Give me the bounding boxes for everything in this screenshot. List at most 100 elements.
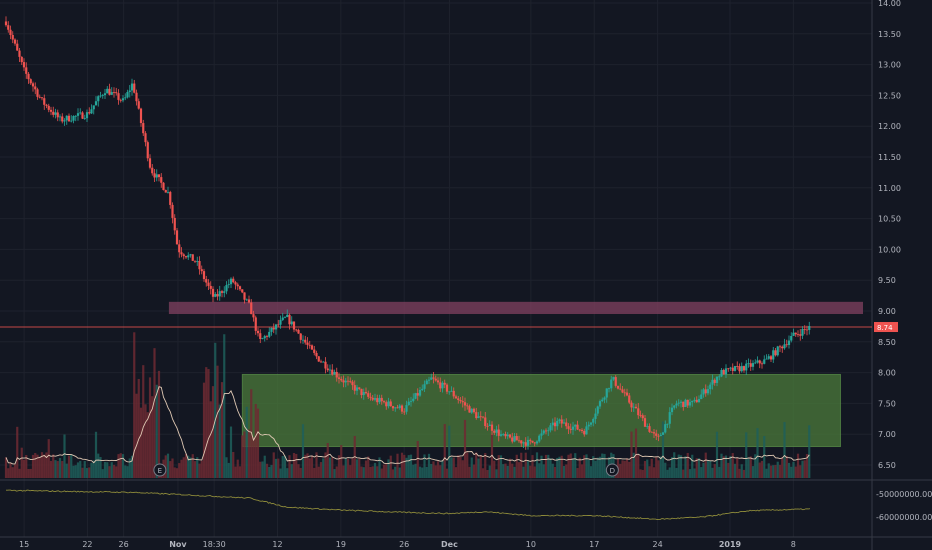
volume-bar (715, 431, 719, 478)
volume-bar (385, 464, 388, 478)
volume-bar (11, 467, 14, 478)
candle-body (418, 389, 422, 396)
candle-body (252, 314, 255, 318)
candle-body (315, 352, 318, 357)
volume-bar (326, 443, 329, 478)
candle-body (580, 429, 584, 431)
candle-body (180, 252, 183, 255)
volume-bar (585, 454, 588, 478)
volume-bar (382, 464, 386, 478)
volume-bar (364, 460, 368, 478)
candle-body (171, 204, 174, 218)
volume-bar (580, 464, 584, 478)
candle-body (265, 336, 269, 337)
volume-bar (513, 466, 516, 478)
volume-bar (416, 441, 419, 478)
candle-body (189, 254, 192, 256)
candle-body (526, 439, 530, 446)
candle-body (20, 56, 23, 63)
volume-bar (29, 468, 32, 478)
candle-body (508, 434, 512, 438)
candle-body (445, 384, 449, 392)
candle-body (360, 388, 363, 396)
candle-body (238, 286, 242, 290)
candle-body (729, 367, 732, 369)
volume-bar (466, 452, 469, 478)
candle-body (421, 388, 424, 390)
time-tick-label: 2019 (719, 540, 742, 549)
candle-body (704, 389, 707, 394)
candle-body (169, 191, 172, 205)
volume-bar (396, 453, 399, 478)
volume-bar (142, 365, 145, 478)
candle-body (378, 397, 381, 403)
candle-body (92, 105, 95, 110)
volume-bar (20, 447, 23, 478)
volume-bar (180, 459, 183, 478)
volume-bar (648, 466, 651, 478)
volume-bar (63, 434, 66, 478)
candle-body (805, 329, 809, 331)
candle-body (700, 394, 703, 400)
candle-body (241, 289, 244, 293)
candle-body (785, 344, 788, 346)
candle-body (767, 356, 770, 359)
candle-body (738, 366, 741, 372)
candle-body (655, 433, 658, 436)
price-tick-label: 13.00 (878, 61, 901, 70)
volume-bar (571, 458, 575, 478)
volume-bar (49, 460, 53, 478)
candle-body (776, 346, 779, 356)
candle-body (200, 269, 203, 272)
volume-bar (340, 445, 343, 478)
candle-body (605, 388, 608, 398)
candle-body (520, 440, 523, 444)
volume-bar (297, 464, 300, 478)
candle-body (619, 388, 622, 390)
volume-bar (115, 466, 118, 478)
volume-bar (324, 452, 327, 478)
axes[interactable]: 14.00 13.50 13.00 12.50 12.00 11.50 11.00 10.50… (19, 0, 932, 549)
candle-body (488, 424, 491, 427)
candle-body (639, 415, 642, 416)
volume-bar (547, 454, 550, 478)
volume-bar (7, 468, 10, 478)
candle-body (585, 426, 588, 435)
last-price-badge (874, 322, 898, 333)
volume-bar (772, 465, 775, 478)
price-tick-label: 12.50 (878, 91, 901, 100)
candle-body (376, 398, 379, 403)
volume-bar (315, 452, 318, 478)
volume-bar (558, 456, 561, 478)
candle-body (736, 366, 739, 367)
volume-bar (13, 464, 17, 478)
volume-bar (139, 407, 143, 478)
volume-bar (542, 464, 545, 478)
candle-body (304, 339, 307, 343)
volume-bar (83, 461, 86, 478)
volume-bar (56, 461, 59, 478)
volume-bar (432, 461, 435, 478)
volume-bar (666, 469, 669, 478)
volume-bar (711, 467, 714, 478)
candle-body (571, 426, 575, 430)
volume-bar (47, 439, 50, 478)
volume-bar (106, 462, 109, 478)
candle-body (646, 426, 649, 427)
candle-body (682, 401, 685, 407)
price-tick-label: 13.50 (878, 30, 901, 39)
candle-body (702, 389, 705, 395)
volume-bar (119, 453, 122, 478)
candle-body (268, 331, 271, 337)
volume-bar (630, 431, 633, 478)
candle-body (306, 342, 309, 345)
candle-body (722, 369, 725, 375)
volume-bar (355, 459, 359, 478)
candle-body (65, 115, 68, 121)
candle-body (796, 334, 800, 336)
candle-body (454, 396, 458, 399)
candle-body (344, 380, 347, 383)
candle-body (232, 278, 235, 283)
